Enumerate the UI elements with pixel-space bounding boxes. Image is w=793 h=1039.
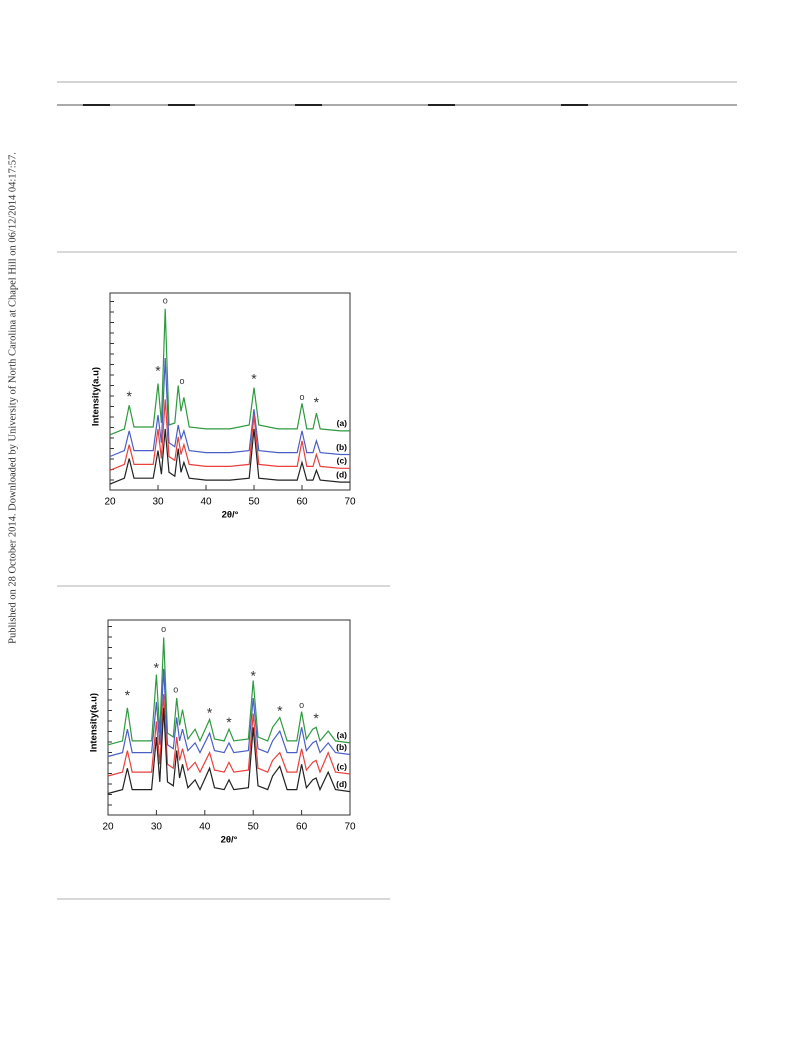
x-tick-label: 40	[200, 497, 212, 508]
series-label: (c)	[337, 761, 348, 771]
series-line	[109, 308, 350, 436]
series-line	[107, 668, 351, 758]
plot-frame	[109, 292, 351, 491]
x-tick-label: 50	[248, 497, 260, 508]
peak-marker: *	[226, 714, 232, 730]
series-label: (b)	[336, 442, 347, 452]
peak-marker: *	[250, 667, 256, 683]
x-tick-label: 50	[248, 822, 260, 833]
peak-marker: *	[126, 388, 132, 404]
series-label: (a)	[337, 418, 348, 428]
peak-marker: *	[313, 710, 319, 726]
series-line	[109, 428, 350, 485]
peak-marker: *	[125, 687, 131, 703]
plot-frame	[107, 619, 351, 816]
x-tick-label: 70	[344, 497, 356, 508]
x-tick-label: 40	[199, 822, 211, 833]
peak-marker: *	[155, 363, 161, 379]
y-axis-label: Intensity(a.u)	[91, 367, 102, 426]
peak-marker: o	[299, 700, 304, 710]
peak-marker: o	[163, 295, 168, 305]
x-axis-label: 2θ/°	[222, 510, 239, 521]
peak-marker: o	[299, 392, 304, 402]
series-line	[107, 694, 351, 777]
x-tick-label: 30	[152, 497, 164, 508]
peak-marker: *	[207, 704, 213, 720]
series-line	[107, 707, 351, 795]
series-line	[109, 357, 350, 458]
series-label: (d)	[336, 469, 347, 479]
series-label: (a)	[337, 730, 348, 740]
peak-marker: o	[179, 376, 184, 386]
series-line	[109, 399, 350, 471]
peak-marker: o	[161, 624, 166, 634]
series-label: (d)	[336, 779, 347, 789]
x-tick-label: 60	[296, 497, 308, 508]
x-tick-label: 20	[104, 497, 116, 508]
peak-marker: *	[277, 702, 283, 718]
series-label: (c)	[337, 456, 348, 466]
y-axis-label: Intensity(a.u)	[89, 693, 100, 752]
peak-marker: *	[251, 370, 257, 386]
side-note: Published on 28 October 2014. Downloaded…	[7, 152, 18, 644]
x-tick-label: 70	[344, 822, 356, 833]
x-tick-label: 20	[102, 822, 114, 833]
peak-marker: *	[314, 394, 320, 410]
peak-marker: *	[154, 659, 160, 675]
x-tick-label: 30	[151, 822, 163, 833]
peak-marker: o	[173, 685, 178, 695]
series-label: (b)	[336, 742, 347, 752]
x-tick-label: 60	[296, 822, 308, 833]
x-axis-label: 2θ/°	[221, 835, 238, 846]
